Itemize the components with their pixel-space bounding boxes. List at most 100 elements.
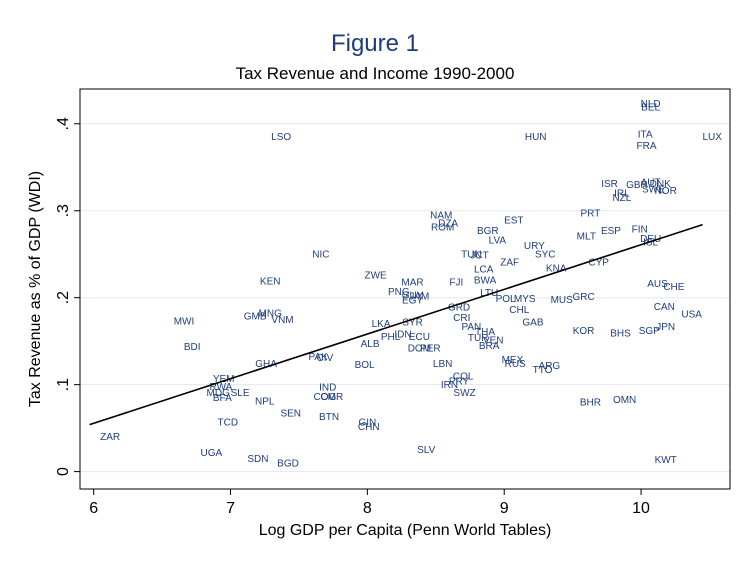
data-point-label: NPL bbox=[255, 397, 275, 408]
data-point-label: CIV bbox=[317, 353, 334, 364]
data-point-label: TTO bbox=[533, 365, 553, 376]
data-point-label: BFA bbox=[213, 393, 232, 404]
data-point-label: DEU bbox=[640, 234, 661, 245]
data-point-label: FIN bbox=[632, 224, 648, 235]
data-point-label: SWE bbox=[642, 184, 665, 195]
data-point-label: CYP bbox=[588, 257, 609, 268]
data-point-label: ITA bbox=[638, 130, 653, 141]
data-point-label: LTU bbox=[480, 288, 498, 299]
data-point-label: NIC bbox=[312, 250, 329, 261]
chart-title: Tax Revenue and Income 1990-2000 bbox=[235, 64, 515, 83]
data-point-label: NZL bbox=[612, 193, 631, 204]
data-point-label: ISR bbox=[601, 179, 618, 190]
data-point-label: RWA bbox=[210, 382, 233, 393]
data-point-label: BGD bbox=[277, 458, 299, 469]
fitted-line bbox=[89, 223, 703, 426]
y-tick-label: .4 bbox=[55, 117, 72, 130]
data-point-label: ZWE bbox=[364, 270, 387, 281]
data-point-label: FRA bbox=[637, 141, 657, 152]
data-point-label: DNK bbox=[650, 179, 671, 190]
data-point-label: LKA bbox=[372, 319, 391, 330]
data-point-label: VEN bbox=[483, 336, 504, 347]
data-point-label: MLT bbox=[577, 231, 596, 242]
data-point-label: ALB bbox=[361, 339, 380, 350]
data-point-label: KNA bbox=[546, 264, 567, 275]
data-point-label: BHS bbox=[610, 329, 631, 340]
data-point-label: MEX bbox=[502, 355, 524, 366]
data-point-label: KOR bbox=[573, 326, 595, 337]
data-point-label: GIN bbox=[358, 417, 376, 428]
data-point-label: MYS bbox=[514, 294, 536, 305]
data-point-label: PER bbox=[420, 344, 441, 355]
data-point-label: OMN bbox=[613, 395, 636, 406]
data-point-label: POL bbox=[496, 294, 516, 305]
x-tick-label: 9 bbox=[500, 500, 509, 517]
data-point-label: KEN bbox=[260, 277, 281, 288]
data-point-label: MDG bbox=[207, 388, 231, 399]
data-point-label: AUS bbox=[647, 279, 668, 290]
data-point-label: KWT bbox=[655, 455, 677, 466]
data-point-label: NAM bbox=[430, 210, 452, 221]
y-tick-label: .2 bbox=[55, 291, 72, 304]
data-point-label: NLD bbox=[641, 99, 661, 110]
data-point-label: GRC bbox=[572, 292, 594, 303]
data-point-label: URY bbox=[524, 241, 545, 252]
data-point-label: THA bbox=[475, 327, 495, 338]
data-point-label: ECU bbox=[409, 332, 430, 343]
data-point-label: IND bbox=[319, 383, 336, 394]
data-point-label: UGA bbox=[201, 448, 223, 459]
data-point-label: USA bbox=[681, 310, 702, 321]
y-tick-label: .1 bbox=[55, 378, 72, 391]
data-point-label: DOM bbox=[408, 344, 431, 355]
data-point-label: CHL bbox=[509, 305, 529, 316]
data-point-label: ESP bbox=[601, 226, 621, 237]
plot-area-frame bbox=[79, 88, 731, 490]
data-point-label: TUR bbox=[468, 333, 489, 344]
data-point-label: FJI bbox=[449, 277, 463, 288]
data-point-label: COG bbox=[314, 392, 337, 403]
x-tick-label: 10 bbox=[632, 500, 650, 517]
data-point-label: PRT bbox=[581, 209, 601, 220]
data-point-label: TUN bbox=[461, 250, 482, 261]
y-tick-label: 0 bbox=[55, 467, 72, 476]
axis-ticks: 0 .1 .2 .3 .4 6 7 8 9 10 bbox=[55, 117, 650, 517]
data-point-label: SWZ bbox=[453, 388, 475, 399]
data-point-label: EGY bbox=[402, 296, 423, 307]
data-point-label: CMR bbox=[320, 392, 343, 403]
y-tick-label: .3 bbox=[55, 204, 72, 217]
data-point-label: LBN bbox=[433, 359, 452, 370]
data-point-label: GRD bbox=[448, 303, 470, 314]
data-point-label: BGR bbox=[477, 226, 499, 237]
data-point-label: GAB bbox=[522, 317, 543, 328]
data-point-label: IDN bbox=[394, 330, 411, 341]
data-point-label: RUS bbox=[505, 359, 526, 370]
data-point-label: MUS bbox=[551, 295, 574, 306]
data-point-label: YEM bbox=[213, 374, 235, 385]
data-point-label: DZA bbox=[438, 218, 458, 229]
data-point-label: JAM bbox=[409, 291, 429, 302]
data-point-label: PNG bbox=[388, 287, 410, 298]
data-point-label: CHN bbox=[358, 422, 380, 433]
data-point-label: GMB bbox=[244, 311, 267, 322]
data-point-label: JCT bbox=[470, 250, 488, 261]
data-point-label: SYR bbox=[402, 317, 423, 328]
data-point-label: HUN bbox=[525, 132, 547, 143]
data-point-label: SLV bbox=[417, 445, 435, 456]
data-point-label: IRL bbox=[614, 189, 630, 200]
data-point-label: ROM bbox=[431, 223, 454, 234]
data-point-label: ZAR bbox=[100, 432, 120, 443]
data-point-label: LUX bbox=[702, 132, 722, 143]
data-point-label: BWA bbox=[474, 276, 497, 287]
data-point-label: CAN bbox=[654, 302, 675, 313]
data-point-label: AUT bbox=[641, 177, 661, 188]
data-point-label: BTN bbox=[319, 412, 339, 423]
data-point-label: LCA bbox=[474, 264, 494, 275]
data-point-label: NOR bbox=[655, 186, 677, 197]
data-point-label: ZAF bbox=[500, 257, 519, 268]
data-point-label: TCD bbox=[218, 417, 239, 428]
data-point-label: BEL bbox=[641, 103, 660, 114]
x-tick-label: 7 bbox=[226, 500, 235, 517]
data-point-label: GUY bbox=[402, 290, 424, 301]
